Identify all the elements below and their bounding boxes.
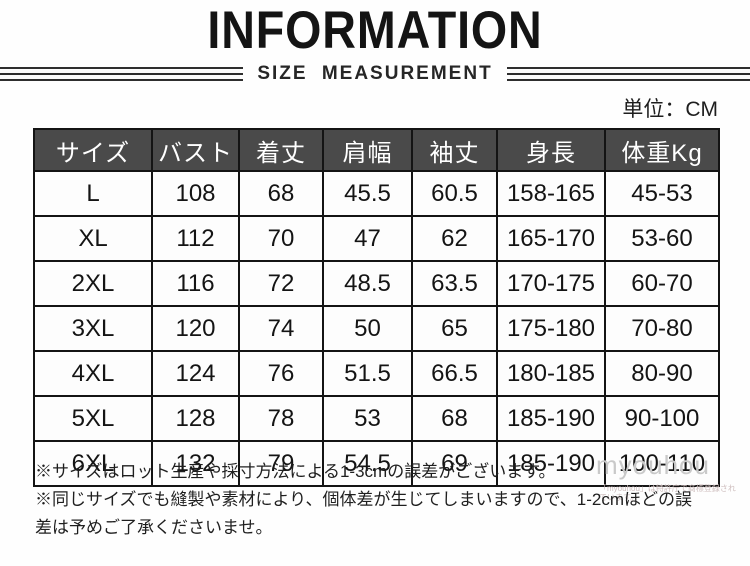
table-cell: 112 [151,215,240,262]
table-cell: 170-175 [496,260,606,307]
note-line: ※同じサイズでも縫製や素材により、個体差が生じてしまいますので、1-2cmほどの… [35,490,693,509]
note-line: 差は予めご了承くださいませ。 [35,518,273,537]
table-cell: 180-185 [496,350,606,397]
table-cell: 68 [411,395,498,442]
table-cell: 80-90 [604,350,720,397]
table-cell: 72 [238,260,324,307]
subtitle-row: SIZE MEASUREMENT [0,63,750,85]
table-cell: 68 [238,170,324,217]
column-header: 着丈 [238,128,324,172]
table-row: XL 112 70 47 62 165-170 53-60 [33,215,720,262]
column-header: 体重Kg [604,128,720,172]
table-row: 3XL 120 74 50 65 175-180 70-80 [33,305,720,352]
table-row: 2XL 116 72 48.5 63.5 170-175 60-70 [33,260,720,307]
table-cell: 66.5 [411,350,498,397]
table-row: L 108 68 45.5 60.5 158-165 45-53 [33,170,720,217]
table-cell: 74 [238,305,324,352]
table-cell: 76 [238,350,324,397]
decorative-triple-line-right [506,67,750,81]
table-cell: 48.5 [322,260,413,307]
notes-block: ※サイズはロット生産や採寸方法による1-3cmの誤差がございます。 ※同じサイズ… [35,458,692,542]
unit-label: 単位：CM [622,98,718,121]
column-header: バスト [151,128,240,172]
table-cell: 60-70 [604,260,720,307]
table-cell: XL [33,215,153,262]
size-table-body: L 108 68 45.5 60.5 158-165 45-53 XL 112 70 47 62 165… [33,170,720,487]
table-cell: 158-165 [496,170,606,217]
table-cell: 78 [238,395,324,442]
table-cell: 120 [151,305,240,352]
size-table-header-row: サイズ バスト 着丈 肩幅 袖丈 身長 体重Kg [33,128,720,172]
size-table: サイズ バスト 着丈 肩幅 袖丈 身長 体重Kg L 108 68 45.5 60.5 158-165… [33,128,720,487]
subtitle-label: SIZE MEASUREMENT [257,63,493,84]
table-cell: 165-170 [496,215,606,262]
decorative-triple-line-left [0,67,244,81]
column-header: サイズ [33,128,153,172]
table-cell: 65 [411,305,498,352]
watermark-small-line2: ています。 [599,493,639,502]
table-cell: 132 [151,440,240,487]
table-cell: 53 [322,395,413,442]
table-cell: 100-110 [604,440,720,487]
table-row: 6XL 132 79 54.5 69 185-190 100-110 [33,440,720,487]
table-cell: 62 [411,215,498,262]
table-cell: 128 [151,395,240,442]
note-line: ※サイズはロット生産や採寸方法による1-3cmの誤差がございます。 [35,462,556,481]
column-header: 袖丈 [411,128,498,172]
table-cell: 79 [238,440,324,487]
page-title: INFORMATION [207,1,543,60]
table-cell: 69 [411,440,498,487]
table-cell: 4XL [33,350,153,397]
table-cell: 6XL [33,440,153,487]
table-cell: L [33,170,153,217]
table-cell: 45-53 [604,170,720,217]
column-header: 身長 [496,128,606,172]
table-cell: 54.5 [322,440,413,487]
table-cell: 175-180 [496,305,606,352]
table-cell: 70 [238,215,324,262]
table-cell: 2XL [33,260,153,307]
watermark-small-print: 「myouhou」は特許庁で商標登録され ています。 [599,484,736,502]
table-cell: 63.5 [411,260,498,307]
table-cell: 47 [322,215,413,262]
table-cell: 51.5 [322,350,413,397]
watermark-small-line1: 「myouhou」は特許庁で商標登録され [599,484,736,493]
table-cell: 185-190 [496,395,606,442]
watermark-brand: myouhou [596,450,710,480]
table-cell: 90-100 [604,395,720,442]
table-cell: 108 [151,170,240,217]
table-cell: 3XL [33,305,153,352]
table-cell: 70-80 [604,305,720,352]
table-cell: 45.5 [322,170,413,217]
table-row: 5XL 128 78 53 68 185-190 90-100 [33,395,720,442]
column-header: 肩幅 [322,128,413,172]
table-cell: 5XL [33,395,153,442]
table-cell: 116 [151,260,240,307]
table-row: 4XL 124 76 51.5 66.5 180-185 80-90 [33,350,720,397]
table-cell: 185-190 [496,440,606,487]
table-cell: 124 [151,350,240,397]
table-cell: 60.5 [411,170,498,217]
table-cell: 53-60 [604,215,720,262]
table-cell: 50 [322,305,413,352]
